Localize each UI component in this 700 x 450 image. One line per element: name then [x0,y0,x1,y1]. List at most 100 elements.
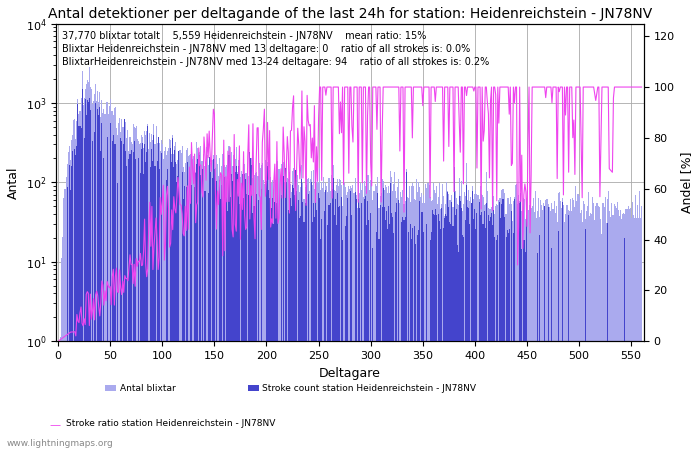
Bar [198,153,200,450]
Bar [392,191,393,450]
Bar [473,219,475,450]
Bar [421,194,422,450]
Bar [489,209,490,450]
Bar [225,167,226,450]
Bar [113,115,114,450]
Bar [407,198,409,450]
Bar [191,160,192,450]
Bar [289,198,290,450]
Bar [228,146,230,450]
Bar [610,217,611,450]
Bar [296,180,297,450]
Bar [386,186,387,450]
Bar [375,184,377,450]
Bar [92,141,93,450]
Bar [559,192,560,450]
Bar [145,135,146,450]
Bar [445,204,446,450]
Bar [538,198,539,450]
Bar [522,215,524,450]
Bar [592,197,593,450]
Text: 37,770 blixtar totalt    5,559 Heidenreichstein - JN78NV    mean ratio: 15%: 37,770 blixtar totalt 5,559 Heidenreichs… [62,32,426,41]
Bar [398,200,399,450]
Bar [95,84,96,450]
Bar [158,137,159,450]
Bar [212,161,213,450]
Bar [519,201,520,450]
Bar [249,152,251,450]
Bar [97,90,98,450]
Bar [328,205,330,450]
Bar [542,210,543,450]
Bar [173,154,174,450]
Bar [232,154,234,450]
Bar [366,189,367,450]
Bar [195,171,196,450]
Bar [623,213,624,450]
Bar [85,85,87,450]
Bar [209,157,210,450]
Bar [65,189,66,450]
Bar [351,188,352,450]
Bar [367,201,368,450]
Bar [223,171,224,450]
Bar [501,203,503,450]
Bar [151,134,153,450]
Bar [149,133,150,450]
Bar [148,149,149,450]
Bar [117,183,118,450]
Bar [161,140,162,450]
Bar [293,167,294,450]
Bar [253,175,255,450]
Bar [304,187,306,450]
Bar [62,237,63,450]
Bar [510,198,511,450]
Bar [186,150,187,450]
Bar [273,196,274,450]
Bar [613,215,614,450]
Bar [147,124,148,450]
Bar [147,126,148,450]
Bar [211,162,212,450]
Bar [302,183,304,450]
Bar [300,187,302,450]
Bar [495,206,496,450]
Bar [272,198,273,450]
Bar [309,179,311,450]
Bar [307,194,309,450]
Bar [179,149,181,450]
Bar [383,180,384,450]
Bar [245,179,246,450]
Bar [458,177,460,450]
Bar [499,198,500,450]
Bar [100,151,102,450]
Bar [106,103,108,450]
Bar [102,112,104,450]
Bar [189,155,190,450]
Bar [448,194,449,450]
Bar [183,172,185,450]
Bar [577,202,578,450]
Bar [603,207,605,450]
Bar [112,112,113,450]
Bar [341,185,342,450]
Bar [222,154,223,450]
Bar [617,202,618,450]
Bar [88,81,89,450]
Bar [89,68,90,450]
Bar [366,225,367,450]
Bar [587,206,588,450]
Bar [214,155,215,450]
Stroke ratio station Heidenreichstein - JN78NV [382,84,391,90]
Bar [612,215,613,450]
Bar [607,199,608,450]
Bar [273,224,274,450]
Bar [424,203,426,450]
Bar [462,211,463,450]
Bar [123,144,125,450]
Bar [503,217,505,450]
Bar [411,186,412,450]
Bar [70,160,71,450]
Bar [236,147,237,450]
Bar [514,199,515,450]
